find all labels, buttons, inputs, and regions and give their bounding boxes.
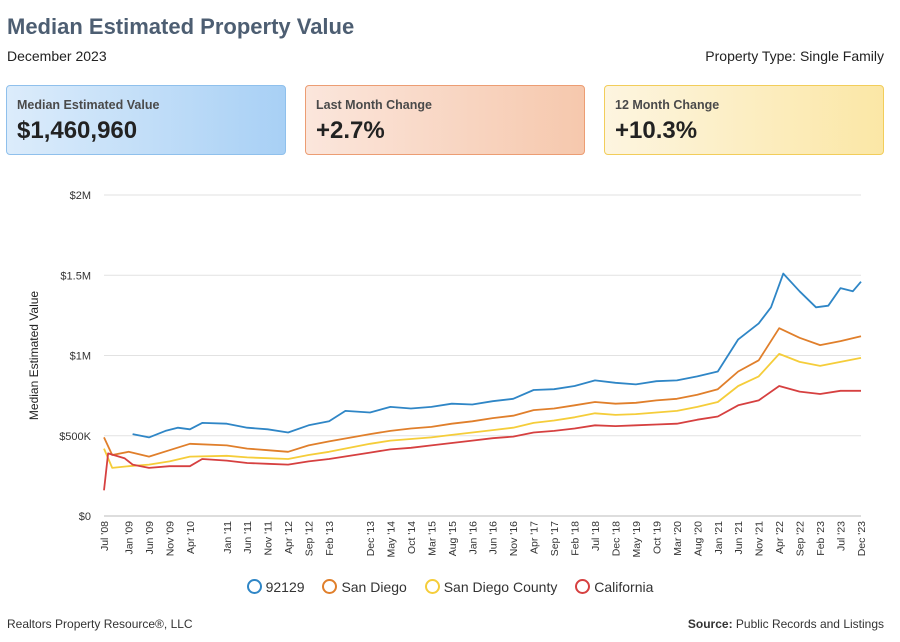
card-value: +10.3% [615, 117, 698, 144]
series-line-san-diego [103, 327, 862, 458]
last-month-change-card: Last Month Change +2.7% [305, 85, 585, 155]
x-tick-label: Apr '22 [774, 521, 786, 554]
property-type: Property Type: Single Family [705, 48, 884, 64]
x-tick-label: Jun '16 [488, 521, 500, 555]
x-tick-label: Apr '10 [185, 521, 197, 554]
legend-marker-icon [575, 579, 591, 594]
legend-item-california[interactable]: California [575, 579, 653, 595]
median-value-card: Median Estimated Value $1,460,960 [6, 85, 286, 155]
y-tick-label: $1.5M [60, 270, 91, 282]
card-value: $1,460,960 [17, 117, 138, 144]
x-tick-label: Dec '23 [856, 521, 868, 556]
legend-item-san-diego[interactable]: San Diego [322, 579, 407, 595]
x-tick-label: Oct '19 [651, 521, 663, 554]
x-tick-label: Jun '21 [733, 521, 745, 555]
x-tick-label: Jan '11 [222, 521, 234, 554]
y-tick-label: $1M [70, 351, 91, 363]
legend-label: San Diego County [443, 579, 558, 595]
x-tick-label: Jul '08 [99, 521, 111, 551]
x-tick-label: Jun '09 [144, 521, 156, 555]
x-tick-label: Apr '17 [529, 521, 541, 554]
x-tick-label: Sep '12 [304, 521, 316, 556]
x-tick-label: Jul '23 [836, 521, 848, 551]
legend-item-92129[interactable]: 92129 [246, 579, 305, 595]
x-tick-label: Nov '21 [754, 521, 766, 556]
x-tick-label: Jan '21 [713, 521, 725, 555]
card-value: +2.7% [316, 117, 385, 144]
series-line-92129 [132, 272, 862, 439]
x-tick-label: Aug '20 [692, 521, 704, 556]
x-tick-label: May '19 [631, 521, 643, 558]
y-tick-label: $2M [70, 190, 91, 202]
line-chart: $0 $500K $1M $1.5M $2M Median Estimated Value… [27, 190, 868, 558]
legend-label: 92129 [265, 579, 305, 595]
x-tick-label: Nov '16 [508, 521, 520, 556]
card-label: Median Estimated Value [17, 98, 160, 112]
legend-marker-icon [424, 579, 440, 594]
x-tick-label: Feb '18 [570, 521, 582, 556]
legend-label: California [594, 579, 654, 595]
x-tick-label: Dec '13 [365, 521, 377, 556]
footer-source: Source: Public Records and Listings [688, 617, 884, 631]
legend-marker-icon [246, 579, 262, 594]
source-value: Public Records and Listings [735, 617, 884, 631]
footer-credit: Realtors Property Resource®, LLC [7, 617, 193, 631]
y-tick-label: $0 [79, 511, 91, 523]
x-tick-label: May '14 [385, 521, 397, 558]
twelve-month-change-card: 12 Month Change +10.3% [604, 85, 884, 155]
x-tick-label: Feb '23 [815, 521, 827, 556]
chart-legend: 92129 San Diego San Diego County Califor… [0, 579, 900, 595]
x-tick-label: Jun '11 [242, 521, 254, 554]
y-tick-label: $500K [59, 431, 91, 443]
y-axis-label: Median Estimated Value [27, 291, 41, 421]
x-tick-label: Jan '09 [124, 521, 136, 555]
x-tick-label: Aug '15 [447, 521, 459, 556]
x-tick-label: Jan '16 [467, 521, 479, 555]
card-label: 12 Month Change [615, 98, 720, 112]
x-tick-label: Apr '12 [283, 521, 295, 554]
x-tick-label: Jul '18 [590, 521, 602, 551]
card-label: Last Month Change [316, 98, 432, 112]
legend-marker-icon [322, 579, 338, 594]
x-tick-label: Feb '13 [324, 521, 336, 556]
series-line-california [103, 385, 861, 491]
x-tick-label: Nov '09 [164, 521, 176, 556]
source-label: Source: [687, 617, 733, 631]
report-date: December 2023 [7, 48, 107, 64]
series-line-san-diego-county [103, 352, 862, 469]
x-tick-label: Sep '22 [795, 521, 807, 556]
legend-item-san-diego-county[interactable]: San Diego County [424, 579, 558, 595]
x-tick-label: Mar '20 [672, 521, 684, 556]
page-title: Median Estimated Property Value [7, 14, 355, 39]
x-tick-label: Mar '15 [426, 521, 438, 556]
x-tick-label: Nov '11 [263, 521, 275, 556]
x-tick-label: Oct '14 [406, 521, 418, 554]
legend-label: San Diego [341, 579, 407, 595]
x-tick-label: Dec '18 [610, 521, 622, 556]
x-tick-label: Sep '17 [549, 521, 561, 556]
